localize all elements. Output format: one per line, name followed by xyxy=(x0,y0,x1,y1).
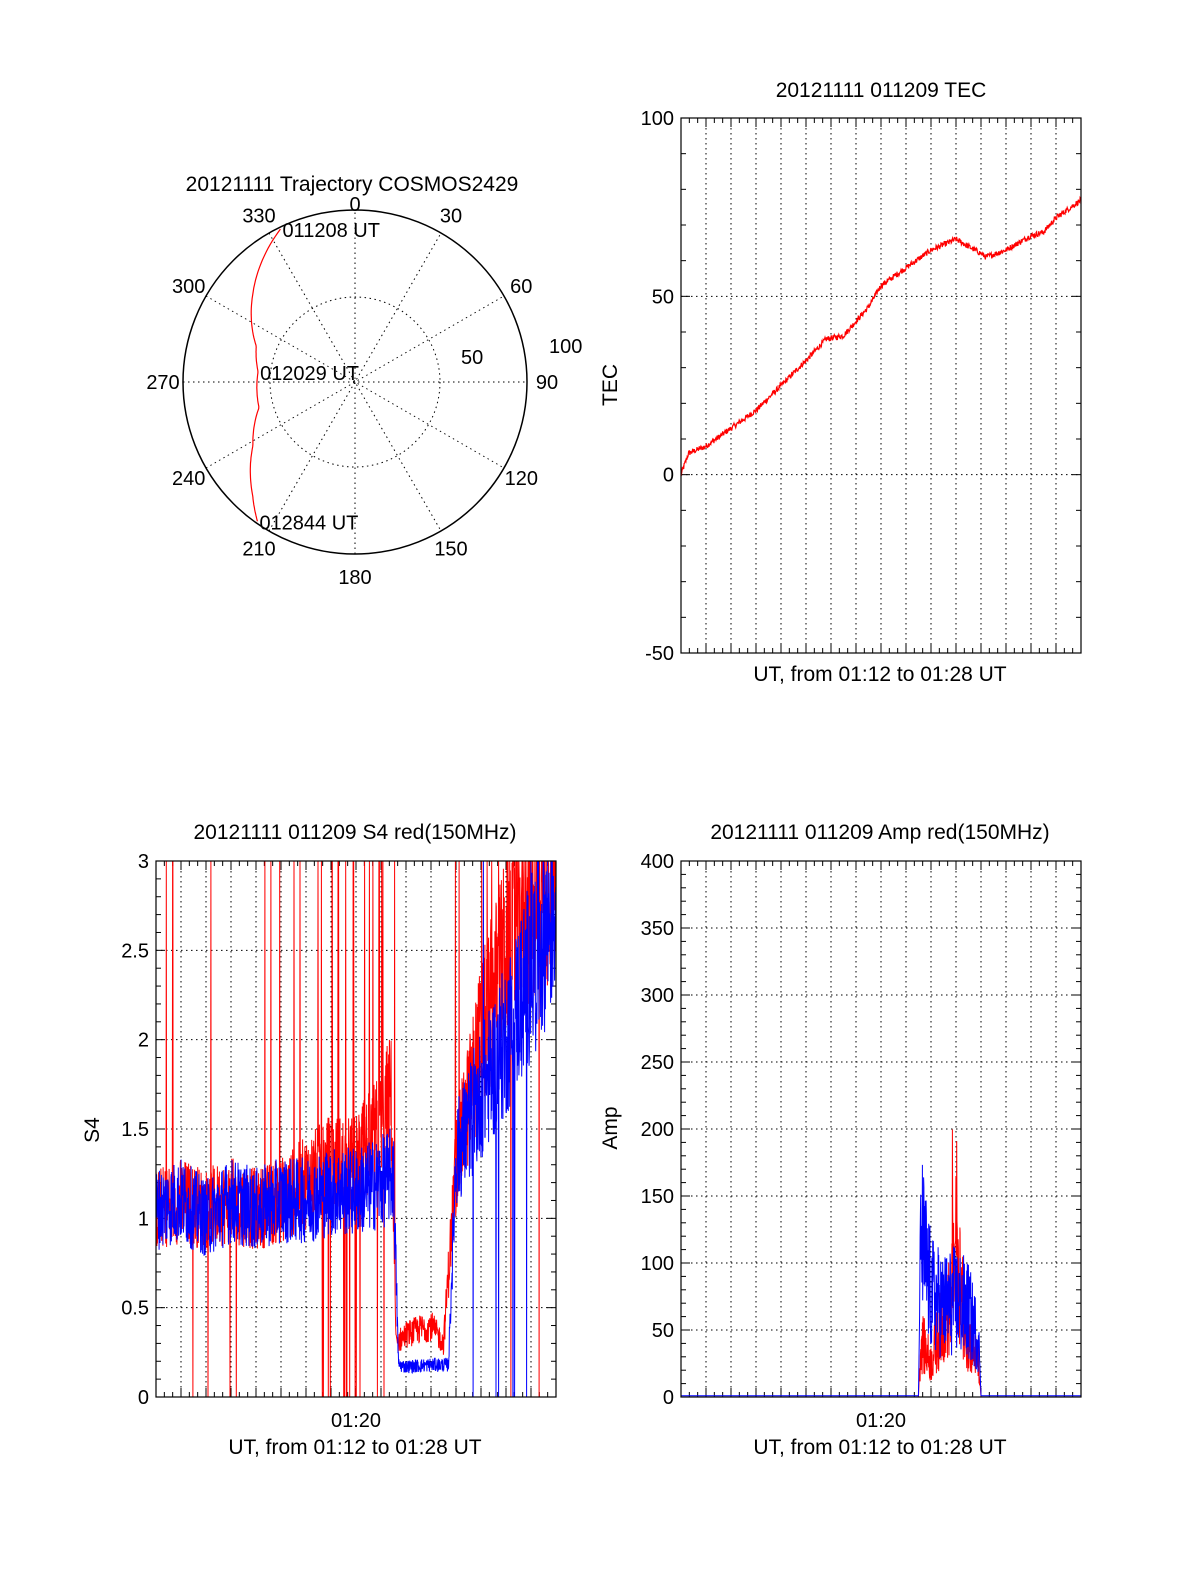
amp-series-line-1 xyxy=(681,1164,1081,1397)
polar-angle-labels: 0 30 60 90 120 150 180 210 240 270 300 330 xyxy=(146,194,558,589)
tec-grid xyxy=(681,118,1081,653)
polar-angle-label-150: 150 xyxy=(434,538,467,560)
p4-xtick-label: 01:20 xyxy=(856,1410,906,1432)
amp-plot-frame xyxy=(680,860,1082,1398)
amp-plot: 20121111 011209 Amp red(150MHz) 0 50 100 15… xyxy=(599,821,1082,1459)
s4-y-tick-labels: 0 0.5 1 1.5 2 2.5 3 xyxy=(121,851,149,1409)
tec-series-line xyxy=(680,195,1082,477)
trajectory-track xyxy=(249,228,281,522)
tec-y-axis-label: TEC xyxy=(599,364,622,406)
trajectory-polar-plot: 20121111 Trajectory COSMOS2429 0 30 60 90 12… xyxy=(146,173,582,589)
p4-ytick-label-400: 400 xyxy=(641,851,674,873)
p3-ytick-label-0: 0 xyxy=(138,1387,149,1409)
s4-series xyxy=(155,860,557,1398)
p4-ytick-label-150: 150 xyxy=(641,1186,674,1208)
tec-plot-frame xyxy=(680,117,1082,654)
trajectory-time-labels: 011208 UT 012029 UT 012844 UT xyxy=(259,220,379,534)
amp-y-tick-labels: 0 50 100 150 200 250 300 350 400 xyxy=(641,851,674,1409)
p4-ytick-label-350: 350 xyxy=(641,918,674,940)
polar-angle-label-120: 120 xyxy=(505,468,538,490)
tec-y-tick-labels: -50 0 50 100 xyxy=(641,108,674,665)
s4-y-axis-label: S4 xyxy=(81,1117,104,1143)
trajectory-label-0: 011208 UT xyxy=(282,220,379,242)
p4-ytick-label-100: 100 xyxy=(641,1253,674,1275)
p2-ytick-label-50: 50 xyxy=(652,286,674,308)
p3-ytick-label-3: 3 xyxy=(138,851,149,873)
p3-ytick-label-2: 2 xyxy=(138,1030,149,1052)
polar-radial-label-100: 100 xyxy=(549,336,582,358)
polar-angle-label-60: 60 xyxy=(510,276,532,298)
p3-ytick-label-0.5: 0.5 xyxy=(121,1298,149,1320)
s4-title: 20121111 011209 S4 red(150MHz) xyxy=(194,821,517,844)
s4-plot: 20121111 011209 S4 red(150MHz) 0 0.5 1 1.5 2… xyxy=(81,821,557,1459)
polar-ring-50 xyxy=(269,296,441,468)
polar-angle-label-240: 240 xyxy=(172,468,205,490)
amp-title: 20121111 011209 Amp red(150MHz) xyxy=(710,821,1049,844)
s4-plot-frame xyxy=(155,860,557,1398)
p3-ytick-label-2.5: 2.5 xyxy=(121,940,149,962)
p4-ytick-label-0: 0 xyxy=(663,1387,674,1409)
p3-ytick-label-1: 1 xyxy=(138,1208,149,1230)
s4-x-tick-labels: 01:20 xyxy=(331,1410,381,1432)
p4-ytick-label-200: 200 xyxy=(641,1119,674,1141)
amp-y-axis-label: Amp xyxy=(599,1106,622,1149)
p2-ytick-label-0: 0 xyxy=(663,465,674,487)
amp-grid xyxy=(681,861,1081,1397)
polar-angle-label-180: 180 xyxy=(338,567,371,589)
polar-angle-label-90: 90 xyxy=(536,372,558,394)
p4-ytick-label-50: 50 xyxy=(652,1320,674,1342)
polar-angle-label-30: 30 xyxy=(440,206,462,228)
polar-angle-label-330: 330 xyxy=(242,206,275,228)
p4-ytick-label-300: 300 xyxy=(641,985,674,1007)
polar-radial-label-50: 50 xyxy=(461,347,483,369)
p2-ytick-label--50: -50 xyxy=(645,643,674,665)
amp-x-axis-label: UT, from 01:12 to 01:28 UT xyxy=(753,1436,1006,1459)
trajectory-label-7: 012844 UT xyxy=(259,512,358,534)
p3-ytick-label-1.5: 1.5 xyxy=(121,1119,149,1141)
p2-ytick-label-100: 100 xyxy=(641,108,674,130)
tec-x-axis-label: UT, from 01:12 to 01:28 UT xyxy=(753,663,1006,686)
tec-plot: 20121111 011209 TEC -50 0 50 100 UT, from 0… xyxy=(599,79,1082,686)
polar-angle-label-0: 0 xyxy=(349,194,360,216)
p4-ytick-label-250: 250 xyxy=(641,1052,674,1074)
polar-title: 20121111 Trajectory COSMOS2429 xyxy=(186,173,519,196)
polar-angle-label-270: 270 xyxy=(146,372,179,394)
trajectory-label-3: 012029 UT xyxy=(260,363,359,385)
s4-x-axis-label: UT, from 01:12 to 01:28 UT xyxy=(228,1436,481,1459)
polar-angle-label-210: 210 xyxy=(242,538,275,560)
polar-angle-label-300: 300 xyxy=(172,276,205,298)
amp-x-tick-labels: 01:20 xyxy=(856,1410,906,1432)
p3-xtick-label: 01:20 xyxy=(331,1410,381,1432)
tec-title: 20121111 011209 TEC xyxy=(776,79,987,102)
s4-series-line-1 xyxy=(155,860,557,1398)
